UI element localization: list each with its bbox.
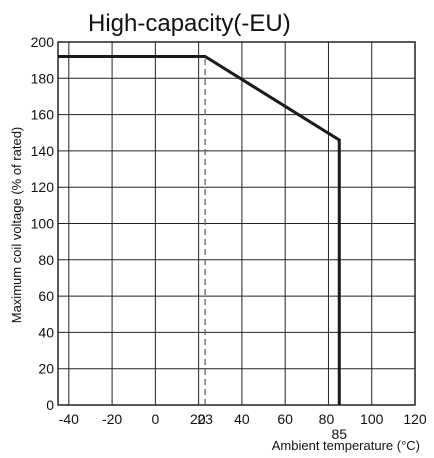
reference-lines: 23 85 <box>197 56 347 442</box>
reference-label-85: 85 <box>331 426 347 442</box>
y-tick-label: 60 <box>38 288 54 304</box>
x-axis-label: Ambient temperature (°C) <box>272 438 420 453</box>
series-line <box>58 55 341 405</box>
y-tick-label: 180 <box>31 70 55 86</box>
x-tick-label: 40 <box>234 411 250 427</box>
x-tick-label: 20 <box>190 411 206 427</box>
y-tick-label: 40 <box>38 324 54 340</box>
chart-title: High-capacity(-EU) <box>88 10 291 37</box>
y-tick-label: 80 <box>38 252 54 268</box>
x-tick-label: 100 <box>360 411 384 427</box>
series-layer <box>58 55 341 405</box>
reference-label-23: 23 <box>197 411 213 427</box>
x-tick-labels: -40 -20 0 20 40 60 80 100 120 <box>59 411 427 427</box>
y-tick-label: 140 <box>31 143 55 159</box>
x-tick-label: 0 <box>151 411 159 427</box>
y-tick-label: 100 <box>31 216 55 232</box>
y-tick-label: 20 <box>38 361 54 377</box>
y-tick-label: 0 <box>46 397 54 413</box>
x-tick-label: 120 <box>403 411 427 427</box>
x-tick-label: 80 <box>319 411 335 427</box>
y-tick-label: 200 <box>31 34 55 50</box>
y-axis-label: Maximum coil voltage (% of rated) <box>9 127 24 324</box>
x-tick-label: 60 <box>277 411 293 427</box>
y-tick-label: 120 <box>31 179 55 195</box>
x-tick-label: -20 <box>102 411 122 427</box>
x-tick-label: -40 <box>59 411 79 427</box>
grid <box>58 42 415 405</box>
y-tick-labels: 0 20 40 60 80 100 120 140 160 180 200 <box>31 34 55 413</box>
plot-frame <box>57 41 416 406</box>
y-tick-label: 160 <box>31 107 55 123</box>
